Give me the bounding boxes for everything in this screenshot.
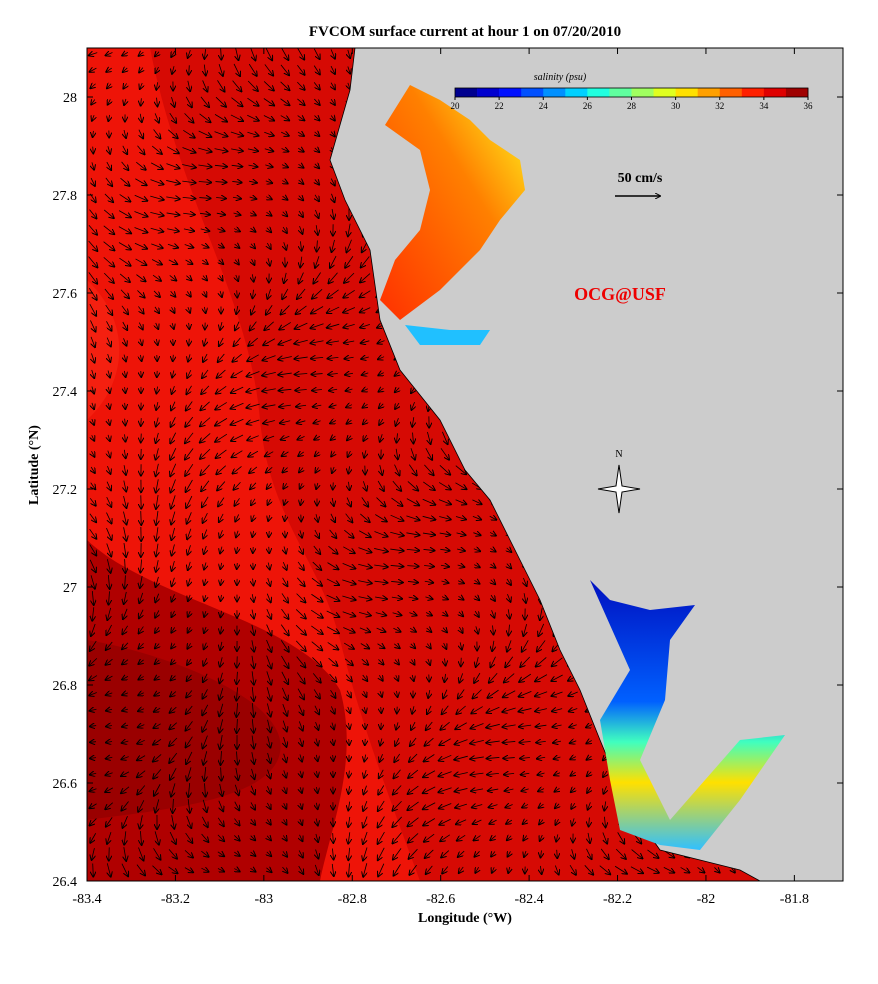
y-tick-label: 26.8	[53, 679, 78, 694]
x-tick-label: -83.2	[161, 892, 190, 907]
x-tick-label: -82.2	[603, 892, 632, 907]
colorbar-swatch	[477, 88, 499, 97]
y-tick-label: 26.6	[53, 777, 78, 792]
colorbar-tick-label: 34	[759, 101, 769, 111]
credit: OCG@USF	[574, 284, 666, 304]
current-vector	[141, 511, 142, 525]
colorbar-swatch	[587, 88, 609, 97]
colorbar-swatch	[654, 88, 676, 97]
y-tick-label: 27.4	[53, 385, 78, 400]
y-tick-label: 28	[63, 91, 77, 106]
y-tick-label: 26.4	[53, 875, 78, 890]
x-tick-label: -82.4	[515, 892, 544, 907]
colorbar-swatch	[632, 88, 654, 97]
colorbar-tick-label: 24	[539, 101, 549, 111]
x-tick-label: -82.6	[426, 892, 455, 907]
colorbar-swatch	[720, 88, 742, 97]
y-tick-label: 27.2	[53, 483, 78, 498]
y-tick-label: 27.8	[53, 189, 78, 204]
colorbar-swatch	[609, 88, 631, 97]
colorbar-swatch	[676, 88, 698, 97]
x-tick-label: -83.4	[72, 892, 101, 907]
x-tick-label: -83	[255, 892, 274, 907]
y-tick-label: 27.6	[53, 287, 78, 302]
north-label: N	[615, 449, 622, 460]
colorbar-tick-label: 28	[627, 101, 637, 111]
x-tick-label: -82.8	[338, 892, 367, 907]
colorbar-tick-label: 22	[495, 101, 504, 111]
y-axis-label: Latitude (°N)	[27, 425, 42, 505]
current-vector	[141, 371, 142, 377]
colorbar-swatch	[565, 88, 587, 97]
scale-label: 50 cm/s	[618, 171, 663, 186]
colorbar-swatch	[786, 88, 808, 97]
colorbar-tick-label: 36	[804, 101, 814, 111]
colorbar-swatch	[521, 88, 543, 97]
current-vector	[333, 482, 334, 489]
x-axis-label: Longitude (°W)	[418, 911, 512, 926]
x-tick-label: -82	[697, 892, 716, 907]
current-vector	[381, 723, 382, 729]
colorbar-title: salinity (psu)	[534, 72, 587, 83]
colorbar-tick-label: 20	[451, 101, 461, 111]
map-area	[87, 48, 843, 881]
colorbar-tick-label: 32	[715, 101, 724, 111]
colorbar-swatch	[455, 88, 477, 97]
colorbar-swatch	[742, 88, 764, 97]
colorbar-swatch	[543, 88, 565, 97]
current-vector	[269, 547, 270, 553]
x-tick-label: -81.8	[780, 892, 809, 907]
colorbar-tick-label: 30	[671, 101, 681, 111]
colorbar-tick-label: 26	[583, 101, 593, 111]
current-vector	[141, 434, 142, 443]
colorbar-swatch	[698, 88, 720, 97]
y-tick-label: 27	[63, 581, 77, 596]
colorbar-swatch	[499, 88, 521, 97]
colorbar-swatch	[764, 88, 786, 97]
title: FVCOM surface current at hour 1 on 07/20…	[309, 24, 621, 40]
